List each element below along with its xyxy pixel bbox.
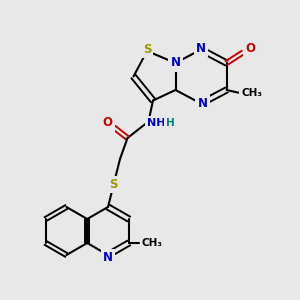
Text: N: N (196, 41, 206, 55)
Text: O: O (245, 41, 256, 55)
Text: O: O (102, 116, 112, 130)
Text: CH₃: CH₃ (142, 238, 163, 248)
Text: CH₃: CH₃ (242, 88, 262, 98)
Text: S: S (143, 43, 151, 56)
Text: H: H (166, 118, 175, 128)
Text: NH: NH (147, 118, 165, 128)
Text: N: N (170, 56, 181, 70)
Text: N: N (103, 251, 113, 264)
Text: S: S (109, 178, 118, 191)
Text: N: N (197, 97, 208, 110)
